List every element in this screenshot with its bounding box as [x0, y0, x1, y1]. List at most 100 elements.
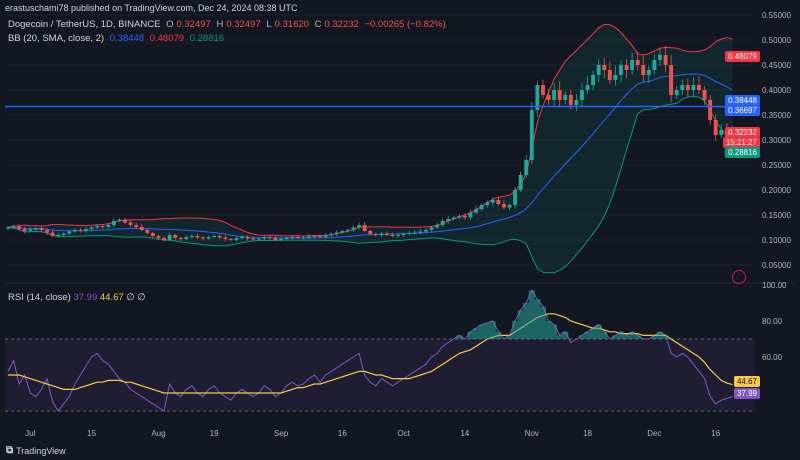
grid	[5, 14, 795, 284]
candle-body	[89, 227, 94, 229]
candle-body	[574, 100, 579, 105]
time-tick-label: 16	[711, 429, 720, 438]
candle-body	[518, 175, 523, 190]
time-tick-label: 16	[338, 429, 347, 438]
candle-body	[173, 235, 178, 238]
time-tick-label: Aug	[151, 429, 165, 438]
tv-logo-icon: ⧉	[6, 445, 14, 456]
candle-body	[284, 237, 289, 239]
candle-body	[552, 90, 557, 100]
candle-body	[6, 227, 10, 229]
candle-body	[167, 235, 172, 240]
time-axis: Jul 15 Aug 19 Sep 16 Oct 14 Nov 18 Dec 16	[25, 429, 721, 438]
band-fill	[8, 24, 733, 273]
candle-body	[56, 235, 61, 236]
candle-body	[680, 85, 685, 90]
rsi-tick-label: 60.00	[762, 353, 783, 362]
candle-body	[228, 239, 233, 240]
candle-body	[513, 190, 518, 205]
candle-body	[373, 234, 378, 235]
candle-body	[596, 65, 601, 75]
price-tick-label: 0.30000	[762, 136, 791, 145]
basis-tag: 0.38448	[725, 95, 760, 106]
candle-body	[462, 216, 467, 218]
candle-body	[128, 222, 133, 225]
tradingview-logo[interactable]: ⧉ TradingView	[6, 445, 66, 456]
candle-body	[451, 217, 456, 219]
candle-body	[641, 65, 646, 75]
candle-body	[485, 202, 490, 205]
candle-body	[318, 236, 323, 237]
candle-body	[139, 227, 144, 230]
candle-body	[100, 226, 105, 227]
candle-body	[306, 236, 311, 238]
time-tick-label: Nov	[525, 429, 539, 438]
candle-body	[323, 235, 328, 237]
open-label: O	[166, 19, 174, 30]
lower-band-line	[7, 95, 733, 274]
open-value: 0.32497	[176, 19, 211, 30]
candle-body	[206, 237, 211, 239]
time-tick-label: Sep	[274, 429, 289, 438]
candle-body	[145, 230, 150, 233]
candle-body	[423, 230, 428, 232]
symbol-name[interactable]: Dogecoin / TetherUS, 1D, BINANCE	[8, 19, 161, 30]
rsi-label[interactable]: RSI (14, close)	[8, 292, 71, 303]
bb-upper-value: 0.48079	[149, 33, 185, 44]
change-value: −0.00265 (−0.82%)	[364, 19, 446, 30]
candle-body	[217, 236, 222, 238]
candle-body	[150, 233, 155, 236]
candle-body	[351, 227, 356, 230]
candle-body	[591, 75, 596, 85]
candle-body	[11, 226, 16, 228]
candle-body	[563, 95, 568, 100]
candle-body	[189, 236, 194, 237]
price-tick-label: 0.25000	[762, 161, 791, 170]
candle-body	[273, 238, 278, 240]
price-tick-label: 0.35000	[762, 111, 791, 120]
candle-body	[117, 219, 122, 221]
candle-body	[580, 90, 584, 100]
rsi-ma-tag: 44.67	[733, 376, 760, 387]
logo-text: TradingView	[16, 445, 66, 456]
candle-body	[635, 60, 640, 65]
candle-body	[301, 237, 306, 239]
rsi-tick-label: 80.00	[762, 317, 783, 326]
candle-body	[33, 228, 38, 230]
candle-body	[479, 205, 484, 209]
alert-icon[interactable]	[732, 270, 746, 284]
close-value: 0.32232	[324, 19, 359, 30]
candle-body	[630, 60, 635, 70]
low-value: 0.31620	[274, 19, 309, 30]
rsi-ma-value: 44.67	[99, 292, 124, 303]
candle-body	[396, 235, 401, 236]
price-tick-label: 0.05000	[762, 261, 791, 270]
candle-body	[156, 236, 161, 238]
candle-body	[607, 70, 612, 80]
candle-body	[713, 120, 718, 135]
candle-body	[535, 85, 540, 110]
candle-body	[279, 239, 284, 240]
candle-body	[123, 219, 127, 223]
symbol-legend: Dogecoin / TetherUS, 1D, BINANCE O 0.3249…	[8, 19, 449, 30]
candle-body	[697, 85, 701, 90]
candle-body	[507, 205, 512, 208]
time-tick-label: 15	[87, 429, 96, 438]
time-tick-label: 18	[583, 429, 592, 438]
candle-body	[529, 110, 534, 160]
candle-body	[435, 225, 440, 228]
candle-body	[585, 85, 590, 90]
candle-body	[240, 237, 244, 238]
candle-body	[557, 90, 562, 100]
candle-body	[468, 212, 473, 218]
candle-body	[412, 232, 417, 234]
bb-basis-value: 0.38448	[109, 33, 145, 44]
candle-body	[658, 55, 662, 60]
rsi-extra-1: ∅	[126, 292, 135, 303]
bb-label[interactable]: BB (20, SMA, close, 2)	[8, 33, 105, 44]
candle-body	[84, 229, 88, 231]
candle-body	[290, 237, 295, 238]
candle-body	[78, 230, 83, 231]
candle-body	[334, 232, 339, 234]
candle-body	[178, 238, 183, 239]
